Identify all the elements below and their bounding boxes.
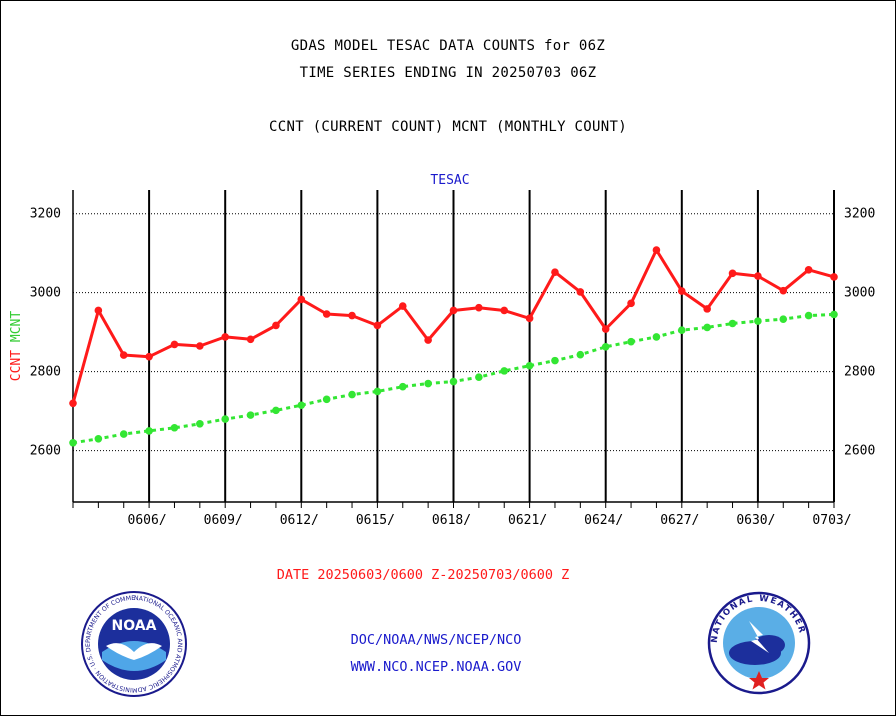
data-point-mcnt xyxy=(779,315,788,323)
data-point-ccnt xyxy=(297,295,306,304)
y-tick-label-right: 2600 xyxy=(844,444,875,459)
chart-subtitle: CCNT (CURRENT COUNT) MCNT (MONTHLY COUNT… xyxy=(269,119,627,135)
data-point-mcnt xyxy=(551,356,559,365)
nws-logo: NATIONAL WEATHER SERVICE xyxy=(703,584,811,695)
x-tick-label: 0624/ xyxy=(584,513,623,528)
data-point-mcnt xyxy=(475,373,483,382)
y-tick-label-left: 3200 xyxy=(30,207,61,222)
data-point-mcnt xyxy=(373,387,382,396)
data-point-mcnt xyxy=(297,401,306,410)
data-point-ccnt xyxy=(576,288,585,296)
footer-org-path: DOC/NOAA/NWS/NCEP/NCO xyxy=(350,632,522,648)
data-point-mcnt xyxy=(525,361,534,370)
data-point-ccnt xyxy=(322,310,331,318)
data-point-mcnt xyxy=(703,323,711,332)
data-point-ccnt xyxy=(830,273,838,281)
data-point-mcnt xyxy=(119,430,128,438)
y-tick-label-right: 3200 xyxy=(844,207,875,222)
data-point-mcnt xyxy=(754,317,762,325)
y-tick-label-left: 2600 xyxy=(30,444,61,459)
data-point-mcnt xyxy=(322,395,331,404)
data-point-mcnt xyxy=(145,427,153,435)
x-axis-label: DATE 20250603/0600 Z-20250703/0600 Z xyxy=(277,567,570,583)
data-point-ccnt xyxy=(145,352,153,361)
data-point-mcnt xyxy=(830,310,838,319)
data-point-ccnt xyxy=(754,272,762,280)
data-point-mcnt xyxy=(601,342,610,351)
data-point-ccnt xyxy=(272,321,280,330)
data-point-ccnt xyxy=(94,306,103,315)
data-point-mcnt xyxy=(69,438,77,447)
data-point-ccnt xyxy=(728,269,737,278)
data-point-ccnt xyxy=(221,333,229,341)
noaa-logo-text: NOAA xyxy=(112,618,157,634)
data-point-mcnt xyxy=(246,411,255,419)
data-point-ccnt xyxy=(373,321,382,330)
data-point-ccnt xyxy=(348,311,356,320)
data-point-mcnt xyxy=(221,415,229,423)
data-point-mcnt xyxy=(272,406,280,415)
data-point-ccnt xyxy=(170,340,179,349)
data-point-mcnt xyxy=(500,367,509,375)
data-point-mcnt xyxy=(627,337,635,346)
chart-title-line1: GDAS MODEL TESAC DATA COUNTS for 06Z xyxy=(290,38,606,54)
data-point-ccnt xyxy=(525,314,534,323)
data-point-mcnt xyxy=(728,319,737,328)
data-point-mcnt xyxy=(170,423,179,432)
y-tick-label-left: 3000 xyxy=(30,286,61,301)
x-tick-label: 0606/ xyxy=(128,513,167,528)
y-axis-label-ccnt: CCNT xyxy=(9,342,24,381)
data-point-ccnt xyxy=(627,299,635,308)
x-tick-label: 0621/ xyxy=(508,513,547,528)
y-tick-label-left: 2800 xyxy=(30,365,61,380)
x-tick-label: 0630/ xyxy=(736,513,775,528)
data-point-mcnt xyxy=(398,382,407,391)
x-tick-label: 0618/ xyxy=(432,513,471,528)
data-point-ccnt xyxy=(678,287,686,295)
footer-website[interactable]: WWW.NCO.NCEP.NOAA.GOV xyxy=(350,659,522,675)
data-point-ccnt xyxy=(703,305,711,313)
data-point-ccnt xyxy=(246,335,255,344)
data-point-ccnt xyxy=(69,399,77,408)
chart-title-line2: TIME SERIES ENDING IN 20250703 06Z xyxy=(299,65,597,81)
x-tick-label: 0609/ xyxy=(204,513,243,528)
noaa-logo: NOAA NATIONAL OCEANIC AND ATMOSPHERIC AD… xyxy=(78,585,188,698)
x-tick-label: 0627/ xyxy=(660,513,699,528)
data-point-mcnt xyxy=(94,435,103,443)
data-point-ccnt xyxy=(196,342,204,350)
data-point-ccnt xyxy=(424,336,432,344)
data-point-mcnt xyxy=(196,420,204,428)
y-tick-label-right: 3000 xyxy=(844,286,875,301)
data-point-ccnt xyxy=(652,246,661,254)
data-point-mcnt xyxy=(449,377,458,386)
data-point-mcnt xyxy=(804,311,813,320)
data-point-ccnt xyxy=(551,268,559,276)
y-tick-label-right: 2800 xyxy=(844,365,875,380)
data-point-ccnt xyxy=(500,306,509,315)
x-tick-label: 0615/ xyxy=(356,513,395,528)
data-point-ccnt xyxy=(804,265,813,274)
data-point-ccnt xyxy=(601,325,610,333)
y-axis-label: CCNT MCNT xyxy=(9,311,24,382)
data-point-mcnt xyxy=(424,379,432,388)
y-axis-label-mcnt: MCNT xyxy=(9,311,24,342)
x-tick-label: 0703/ xyxy=(812,513,851,528)
data-point-ccnt xyxy=(475,303,483,312)
data-point-ccnt xyxy=(119,351,128,359)
data-point-mcnt xyxy=(576,350,585,359)
plot-title: TESAC xyxy=(430,173,469,188)
data-point-ccnt xyxy=(449,306,458,315)
data-point-mcnt xyxy=(678,326,686,335)
data-point-mcnt xyxy=(652,333,661,341)
data-point-ccnt xyxy=(779,286,788,295)
x-tick-label: 0612/ xyxy=(280,513,319,528)
data-point-mcnt xyxy=(348,390,356,399)
data-point-ccnt xyxy=(398,302,407,310)
